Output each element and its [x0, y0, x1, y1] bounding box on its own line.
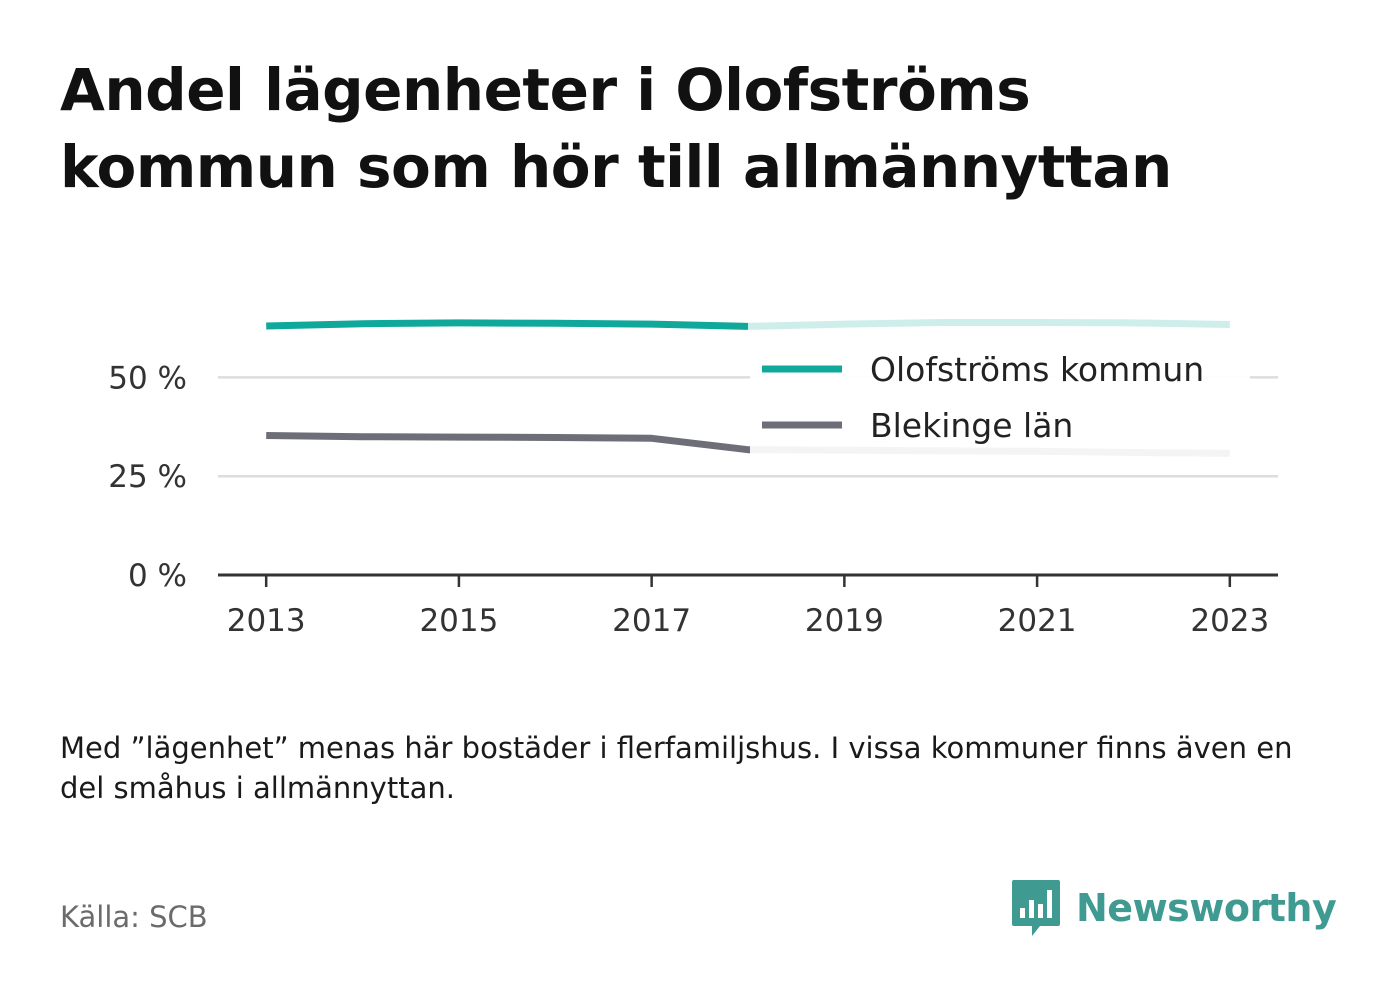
legend-label: Olofströms kommun	[870, 350, 1204, 389]
x-tick-label: 2023	[1190, 603, 1269, 639]
bar-chart-icon	[1012, 880, 1060, 936]
x-tick-label: 2013	[227, 603, 306, 639]
y-axis-ticks: 0 % 25 % 50 %	[108, 360, 187, 594]
legend-label: Blekinge län	[870, 406, 1073, 445]
chart-note: Med ”lägenhet” menas här bostäder i fler…	[60, 731, 1293, 805]
x-tick-label: 2015	[419, 603, 498, 639]
brand-logo: Newsworthy	[1010, 878, 1337, 938]
series-line-faded	[747, 319, 1230, 330]
x-axis: 2013 2015 2017 2019 2021 2023	[218, 573, 1278, 639]
x-tick-label: 2021	[998, 603, 1077, 639]
y-tick-label: 50 %	[108, 360, 187, 396]
source-label: Källa: SCB	[60, 900, 208, 934]
chart-title: Andel lägenheter i Olofströms kommun som…	[60, 56, 1172, 201]
legend-background	[750, 342, 1250, 462]
brand-name: Newsworthy	[1076, 886, 1337, 930]
y-tick-label: 25 %	[108, 459, 187, 495]
series-line	[266, 319, 749, 330]
legend: Olofströms kommun Blekinge län	[750, 342, 1250, 462]
x-tick-label: 2017	[612, 603, 691, 639]
y-tick-label: 0 %	[128, 558, 187, 594]
x-tick-label: 2019	[805, 603, 884, 639]
